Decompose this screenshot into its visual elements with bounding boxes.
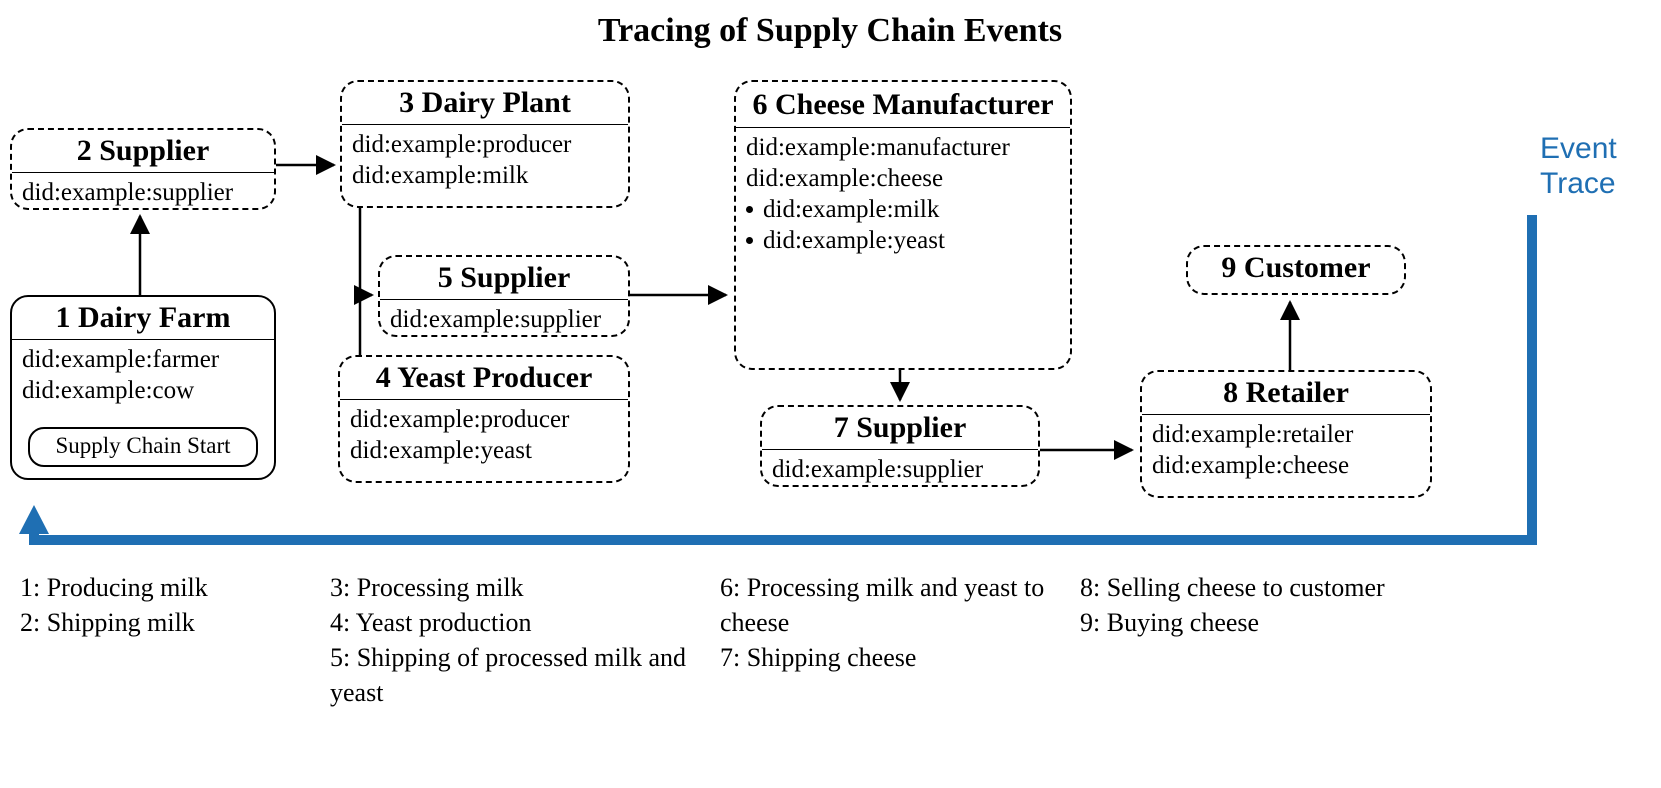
- node-line: did:example:manufacturer: [746, 132, 1060, 163]
- node-title: 2 Supplier: [12, 130, 274, 172]
- node-body: did:example:supplier: [380, 299, 628, 341]
- bullet-text: did:example:yeast: [763, 225, 945, 256]
- event-trace-label: Event Trace: [1540, 132, 1617, 201]
- node-5-supplier: 5 Supplier did:example:supplier: [378, 255, 630, 337]
- bullet-text: did:example:milk: [763, 194, 939, 225]
- node-line: did:example:cheese: [746, 163, 1060, 194]
- node-2-supplier: 2 Supplier did:example:supplier: [10, 128, 276, 210]
- legend-line: 4: Yeast production: [330, 605, 700, 640]
- legend-col-3: 6: Processing milk and yeast to cheese 7…: [720, 570, 1060, 675]
- legend-col-2: 3: Processing milk 4: Yeast production 5…: [330, 570, 700, 710]
- node-body: did:example:producer did:example:yeast: [340, 399, 628, 473]
- node-4-yeast-producer: 4 Yeast Producer did:example:producer di…: [338, 355, 630, 483]
- legend-line: 8: Selling cheese to customer: [1080, 570, 1420, 605]
- node-line: did:example:supplier: [22, 177, 264, 208]
- diagram-canvas: Tracing of Supply Chain Events 1 Dairy F…: [0, 0, 1661, 788]
- node-3-dairy-plant: 3 Dairy Plant did:example:producer did:e…: [340, 80, 630, 208]
- legend-col-1: 1: Producing milk 2: Shipping milk: [20, 570, 320, 640]
- node-body: did:example:farmer did:example:cow: [12, 339, 274, 413]
- node-line: did:example:farmer: [22, 344, 264, 375]
- node-bullet: did:example:milk: [746, 194, 1060, 225]
- legend-col-4: 8: Selling cheese to customer 9: Buying …: [1080, 570, 1420, 640]
- legend-line: 3: Processing milk: [330, 570, 700, 605]
- node-title: 7 Supplier: [762, 407, 1038, 449]
- legend-line: 1: Producing milk: [20, 570, 320, 605]
- node-title: 5 Supplier: [380, 257, 628, 299]
- node-line: did:example:producer: [350, 404, 618, 435]
- node-title: 3 Dairy Plant: [342, 82, 628, 124]
- supply-chain-start-chip: Supply Chain Start: [28, 427, 258, 467]
- node-line: did:example:yeast: [350, 435, 618, 466]
- node-line: did:example:cow: [22, 375, 264, 406]
- node-title: 8 Retailer: [1142, 372, 1430, 414]
- node-title: 6 Cheese Manufacturer: [736, 82, 1070, 127]
- edge-3: [360, 208, 372, 295]
- event-trace-label-line1: Event: [1540, 132, 1617, 167]
- legend-line: 5: Shipping of processed milk and yeast: [330, 640, 700, 710]
- node-line: did:example:supplier: [772, 454, 1028, 485]
- node-title: 1 Dairy Farm: [12, 297, 274, 339]
- node-body: did:example:retailer did:example:cheese: [1142, 414, 1430, 488]
- node-8-retailer: 8 Retailer did:example:retailer did:exam…: [1140, 370, 1432, 498]
- node-9-customer: 9 Customer: [1186, 245, 1406, 295]
- diagram-title: Tracing of Supply Chain Events: [400, 12, 1260, 50]
- bullet-dot-icon: [746, 206, 753, 213]
- node-title-text: 6 Cheese Manufacturer: [752, 88, 1053, 121]
- node-title: 4 Yeast Producer: [340, 357, 628, 399]
- node-line: did:example:cheese: [1152, 450, 1420, 481]
- node-bullet: did:example:yeast: [746, 225, 1060, 256]
- node-line: did:example:producer: [352, 129, 618, 160]
- event-trace-label-line2: Trace: [1540, 167, 1617, 202]
- node-7-supplier: 7 Supplier did:example:supplier: [760, 405, 1040, 487]
- node-body: did:example:manufacturer did:example:che…: [736, 127, 1070, 263]
- node-title: 9 Customer: [1188, 247, 1404, 289]
- legend-line: 9: Buying cheese: [1080, 605, 1420, 640]
- node-6-cheese-manufacturer: 6 Cheese Manufacturer did:example:manufa…: [734, 80, 1072, 370]
- node-body: did:example:producer did:example:milk: [342, 124, 628, 198]
- legend-line: 2: Shipping milk: [20, 605, 320, 640]
- bullet-dot-icon: [746, 237, 753, 244]
- node-body: did:example:supplier: [12, 172, 274, 214]
- node-body: did:example:supplier: [762, 449, 1038, 491]
- node-line: did:example:milk: [352, 160, 618, 191]
- legend-line: 6: Processing milk and yeast to cheese: [720, 570, 1060, 640]
- node-line: did:example:retailer: [1152, 419, 1420, 450]
- node-line: did:example:supplier: [390, 304, 618, 335]
- legend-line: 7: Shipping cheese: [720, 640, 1060, 675]
